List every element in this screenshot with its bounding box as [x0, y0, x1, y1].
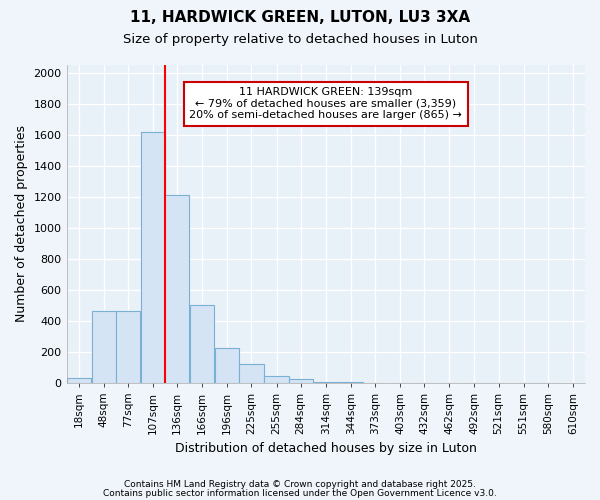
Bar [141, 132, 165, 382]
Text: Size of property relative to detached houses in Luton: Size of property relative to detached ho… [122, 32, 478, 46]
Bar [289, 380, 313, 382]
Text: Contains public sector information licensed under the Open Government Licence v3: Contains public sector information licen… [103, 488, 497, 498]
Y-axis label: Number of detached properties: Number of detached properties [15, 126, 28, 322]
Text: 11, HARDWICK GREEN, LUTON, LU3 3XA: 11, HARDWICK GREEN, LUTON, LU3 3XA [130, 10, 470, 25]
Bar [265, 376, 289, 382]
Bar [239, 364, 263, 382]
Bar [116, 312, 140, 382]
X-axis label: Distribution of detached houses by size in Luton: Distribution of detached houses by size … [175, 442, 477, 455]
Bar [67, 378, 91, 382]
Bar [92, 312, 116, 382]
Bar [215, 348, 239, 382]
Text: 11 HARDWICK GREEN: 139sqm
← 79% of detached houses are smaller (3,359)
20% of se: 11 HARDWICK GREEN: 139sqm ← 79% of detac… [190, 87, 462, 120]
Text: Contains HM Land Registry data © Crown copyright and database right 2025.: Contains HM Land Registry data © Crown c… [124, 480, 476, 489]
Bar [190, 305, 214, 382]
Bar [165, 195, 189, 382]
